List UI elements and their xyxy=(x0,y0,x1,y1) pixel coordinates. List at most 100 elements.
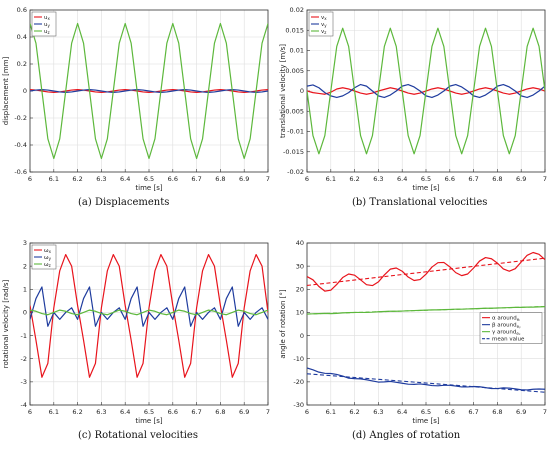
xtick-label-c-6: 6.6 xyxy=(168,408,178,416)
xtick-label-d-6: 6.6 xyxy=(445,408,455,416)
ytick-label-c-1: -3 xyxy=(21,378,27,386)
xtick-label-c-7: 6.7 xyxy=(191,408,201,416)
x-axis-label-c: time [s] xyxy=(135,417,162,425)
ytick-label-b-6: 0.01 xyxy=(290,47,304,55)
legend-label-c-1: ωy xyxy=(44,255,52,261)
xtick-label-b-1: 6.1 xyxy=(326,175,336,183)
y-axis-label-d: angle of rotation [°] xyxy=(279,289,287,359)
xtick-label-d-5: 6.5 xyxy=(421,408,431,416)
ytick-label-b-8: 0.02 xyxy=(290,6,304,14)
series-line-b-1 xyxy=(307,83,545,99)
series-mean-d-1 xyxy=(307,373,545,393)
ytick-label-a-6: 0.6 xyxy=(17,6,27,14)
ytick-label-d-1: -20 xyxy=(293,378,304,386)
legend-subscript-a-0: x xyxy=(48,16,51,21)
xtick-label-c-3: 6.3 xyxy=(96,408,106,416)
ytick-label-b-5: 0.005 xyxy=(285,67,304,75)
xtick-label-d-1: 6.1 xyxy=(326,408,336,416)
xtick-label-c-8: 6.8 xyxy=(215,408,225,416)
ytick-label-d-7: 40 xyxy=(296,239,304,247)
legend-label-b-2: vz xyxy=(321,29,326,35)
y-axis-label-c: rotational velocity [rad/s] xyxy=(2,279,10,368)
caption-a: (a) Displacements xyxy=(78,197,170,208)
series-line-c-1 xyxy=(30,286,268,327)
ytick-label-b-7: 0.015 xyxy=(285,26,304,34)
legend-subscript-c-0: x xyxy=(49,249,52,254)
xtick-label-c-1: 6.1 xyxy=(49,408,59,416)
xtick-label-b-8: 6.8 xyxy=(492,175,502,183)
xtick-label-a-6: 6.6 xyxy=(168,175,178,183)
ytick-label-d-5: 20 xyxy=(296,285,304,293)
xtick-label-a-7: 6.7 xyxy=(191,175,201,183)
series-line-b-2 xyxy=(307,27,545,155)
legend-label-a-0: ux xyxy=(44,15,51,21)
ytick-label-b-2: -0.01 xyxy=(287,128,304,136)
ytick-label-d-3: 0 xyxy=(300,332,304,340)
legend-label-d-1: β aroundeᵧ xyxy=(492,323,521,329)
xtick-label-d-9: 6.9 xyxy=(516,408,526,416)
xtick-label-b-10: 7 xyxy=(543,175,547,183)
caption-d: (d) Angles of rotation xyxy=(352,430,461,441)
ytick-label-c-4: 0 xyxy=(23,309,27,317)
xtick-label-b-9: 6.9 xyxy=(516,175,526,183)
ytick-label-d-0: -30 xyxy=(293,401,304,409)
legend-label-c-2: ωz xyxy=(44,262,51,268)
chart-d: 6 6.1 6.2 6.3 6.4 6.5 6.6 6.7 6.8 6.9 7 -30 -20 -10 0 1… xyxy=(279,239,547,425)
legend-label-d-2: γ aroundeₓ xyxy=(492,330,521,336)
ytick-label-a-5: 0.4 xyxy=(17,33,27,41)
series-line-c-2 xyxy=(30,309,268,316)
xtick-label-d-7: 6.7 xyxy=(468,408,478,416)
legend-subscript-b-2: z xyxy=(324,30,326,35)
xtick-label-c-9: 6.9 xyxy=(239,408,249,416)
series-line-c-0 xyxy=(30,253,268,378)
ytick-label-c-6: 2 xyxy=(23,262,27,270)
series-line-a-1 xyxy=(30,89,268,93)
ytick-label-b-3: -0.005 xyxy=(283,107,304,115)
xtick-label-a-2: 6.2 xyxy=(72,175,82,183)
legend-subscript-b-0: x xyxy=(324,16,327,21)
ytick-label-b-0: -0.02 xyxy=(287,168,304,176)
legend-label-d-3: mean value xyxy=(492,337,525,343)
ytick-label-b-1: -0.015 xyxy=(283,148,304,156)
ytick-label-c-0: -4 xyxy=(21,401,27,409)
xtick-label-a-4: 6.4 xyxy=(120,175,130,183)
legend-subscript-d-2: eₓ xyxy=(516,331,520,336)
chart-b: 6 6.1 6.2 6.3 6.4 6.5 6.6 6.7 6.8 6.9 7 -0.02 -0.015… xyxy=(279,6,547,192)
ytick-label-a-4: 0.2 xyxy=(17,60,27,68)
ytick-label-c-5: 1 xyxy=(23,285,27,293)
x-axis-label-a: time [s] xyxy=(135,184,162,192)
series-mean-d-0 xyxy=(307,257,545,287)
y-axis-label-b: translational velocity [m/s] xyxy=(279,44,287,138)
xtick-label-b-0: 6 xyxy=(305,175,309,183)
xtick-label-d-10: 7 xyxy=(543,408,547,416)
y-axis-label-a: displacement [mm] xyxy=(2,56,10,125)
legend-label-b-1: vy xyxy=(321,22,327,28)
ytick-label-c-7: 3 xyxy=(23,239,27,247)
legend-d xyxy=(479,312,543,344)
legend-label-d-0: α aroundeᵢ xyxy=(492,316,520,322)
xtick-label-d-0: 6 xyxy=(305,408,309,416)
xtick-label-a-0: 6 xyxy=(28,175,32,183)
xtick-label-d-8: 6.8 xyxy=(492,408,502,416)
chart-c: 6 6.1 6.2 6.3 6.4 6.5 6.6 6.7 6.8 6.9 7 -4 -3 -2 -1 0 1 2… xyxy=(2,239,270,425)
series-line-d-0 xyxy=(307,251,545,292)
series-mean-d-2 xyxy=(307,305,545,315)
legend-subscript-c-2: z xyxy=(49,263,51,268)
xtick-label-a-5: 6.5 xyxy=(144,175,154,183)
ytick-label-a-2: -0.2 xyxy=(14,114,27,122)
legend-subscript-d-1: eᵧ xyxy=(517,324,521,329)
series-line-a-2 xyxy=(30,22,268,160)
chart-a: 6 6.1 6.2 6.3 6.4 6.5 6.6 6.7 6.8 6.9 7 -0.6 -0.4 -0.… xyxy=(2,6,270,192)
xtick-label-a-9: 6.9 xyxy=(239,175,249,183)
ytick-label-c-3: -1 xyxy=(21,332,27,340)
ytick-label-d-6: 30 xyxy=(296,262,304,270)
xtick-label-d-3: 6.3 xyxy=(373,408,383,416)
xtick-label-a-10: 7 xyxy=(266,175,270,183)
ytick-label-b-4: 0 xyxy=(300,87,304,95)
ytick-label-c-2: -2 xyxy=(21,355,27,363)
xtick-label-c-4: 6.4 xyxy=(120,408,130,416)
legend-subscript-a-2: z xyxy=(48,30,50,35)
xtick-label-b-5: 6.5 xyxy=(421,175,431,183)
ytick-label-a-3: 0 xyxy=(23,87,27,95)
